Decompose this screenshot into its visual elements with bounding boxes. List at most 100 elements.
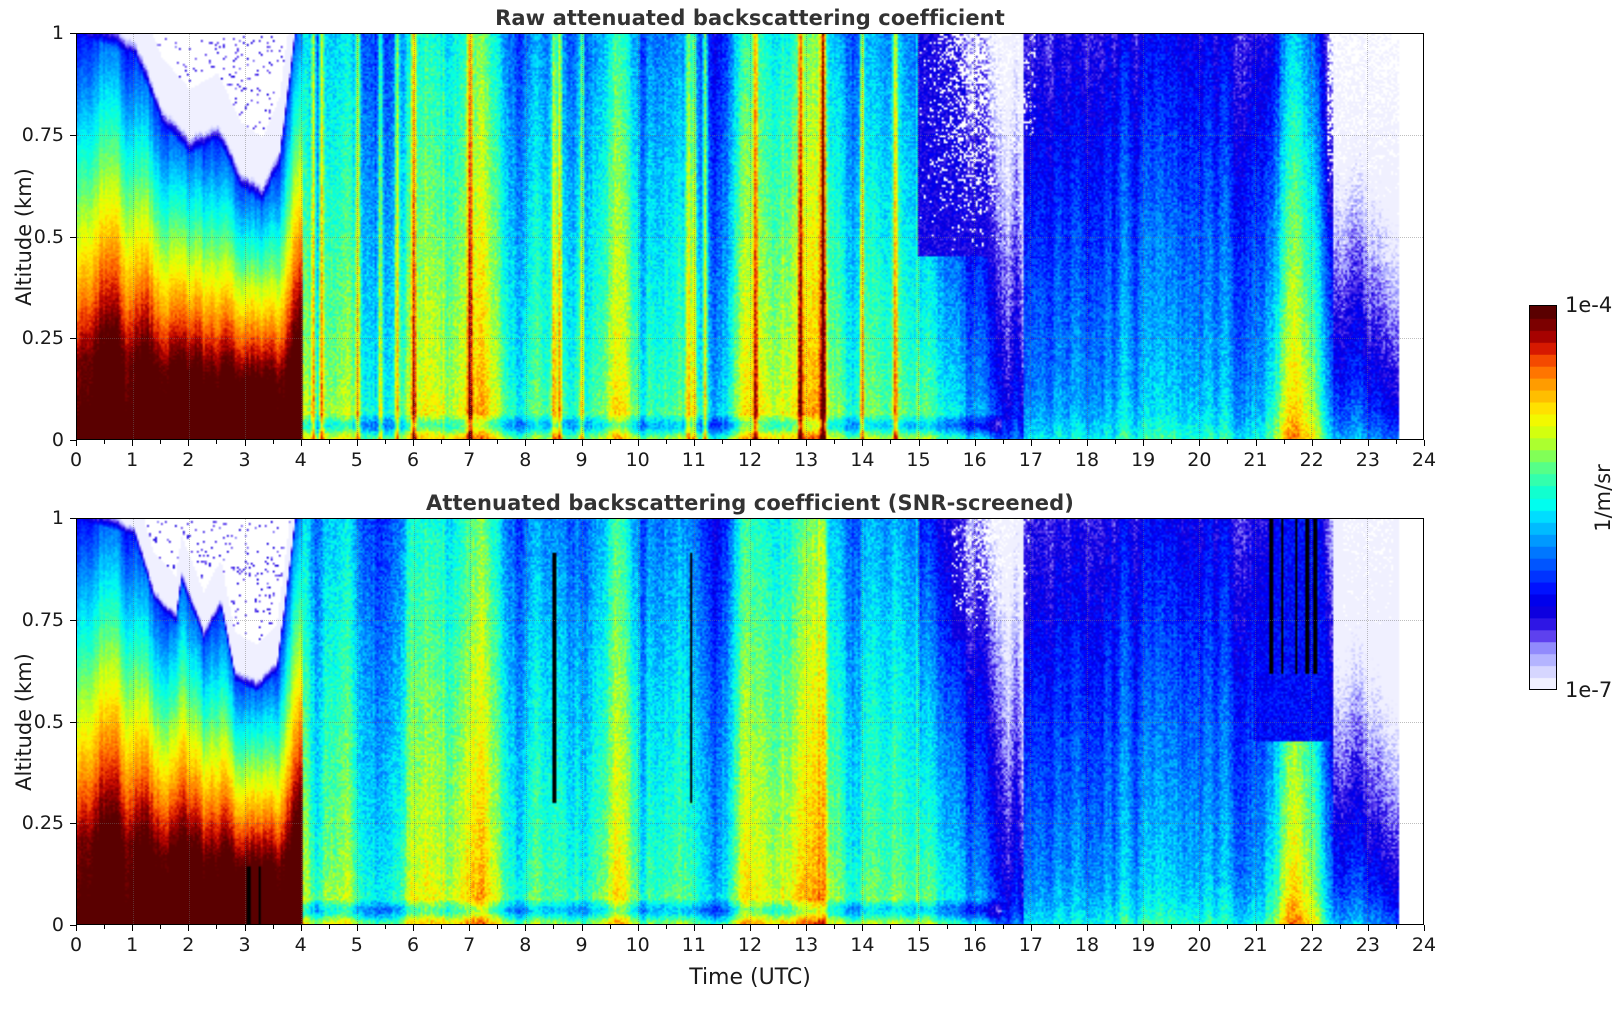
x-minor-tick-screened <box>1311 925 1313 929</box>
x-minor-tick-raw <box>1395 440 1397 444</box>
x-minor-tick-raw <box>328 440 330 444</box>
x-minor-tick-screened <box>244 925 246 929</box>
x-ticklabel-screened-15: 15 <box>906 934 931 956</box>
x-tick-screened-24 <box>1424 925 1425 931</box>
x-minor-tick-raw <box>1002 440 1004 444</box>
x-tick-screened-0 <box>76 925 77 931</box>
x-minor-tick-raw <box>384 440 386 444</box>
x-ticklabel-raw-21: 21 <box>1243 449 1268 471</box>
x-ticklabel-raw-11: 11 <box>681 449 706 471</box>
x-minor-tick-raw <box>1143 440 1145 444</box>
x-minor-tick-raw <box>1199 440 1201 444</box>
x-ticklabel-raw-23: 23 <box>1355 449 1380 471</box>
x-minor-tick-raw <box>946 440 948 444</box>
x-minor-tick-screened <box>581 925 583 929</box>
panel-title-screened: Attenuated backscattering coefficient (S… <box>426 491 1074 515</box>
x-minor-tick-screened <box>834 925 836 929</box>
x-tick-raw-24 <box>1424 440 1425 446</box>
x-minor-tick-screened <box>132 925 134 929</box>
x-minor-tick-raw <box>721 440 723 444</box>
y-ticklabel-raw-4: 1 <box>51 22 64 44</box>
x-minor-tick-screened <box>216 925 218 929</box>
x-minor-tick-raw <box>469 440 471 444</box>
x-ticklabel-screened-3: 3 <box>238 934 251 956</box>
y-ticklabel-raw-0: 0 <box>51 429 64 451</box>
x-minor-tick-screened <box>1030 925 1032 929</box>
x-minor-tick-raw <box>1227 440 1229 444</box>
y-axis-label-screened: Altitude (km) <box>12 652 36 791</box>
x-minor-tick-raw <box>778 440 780 444</box>
y-tick-raw-3 <box>70 134 76 136</box>
heatmap-axes-screened[interactable] <box>76 518 1424 925</box>
x-ticklabel-screened-19: 19 <box>1131 934 1156 956</box>
x-minor-tick-screened <box>806 925 808 929</box>
x-minor-tick-raw <box>806 440 808 444</box>
x-minor-tick-screened <box>188 925 190 929</box>
x-minor-tick-raw <box>188 440 190 444</box>
x-minor-tick-screened <box>1199 925 1201 929</box>
x-ticklabel-raw-19: 19 <box>1131 449 1156 471</box>
y-tick-raw-1 <box>70 338 76 340</box>
x-ticklabel-raw-22: 22 <box>1299 449 1324 471</box>
x-minor-tick-raw <box>1115 440 1117 444</box>
x-ticklabel-raw-18: 18 <box>1074 449 1100 471</box>
x-ticklabel-raw-8: 8 <box>519 449 532 471</box>
x-ticklabel-screened-11: 11 <box>681 934 706 956</box>
x-ticklabel-raw-3: 3 <box>238 449 251 471</box>
x-minor-tick-raw <box>693 440 695 444</box>
x-minor-tick-raw <box>1030 440 1032 444</box>
x-ticklabel-raw-5: 5 <box>350 449 363 471</box>
x-minor-tick-raw <box>1087 440 1088 444</box>
x-ticklabel-screened-16: 16 <box>962 934 987 956</box>
x-minor-tick-screened <box>1171 925 1173 929</box>
x-minor-tick-raw <box>1367 440 1369 444</box>
x-minor-tick-screened <box>1087 925 1088 929</box>
x-ticklabel-raw-13: 13 <box>794 449 819 471</box>
x-minor-tick-screened <box>665 925 667 929</box>
x-minor-tick-screened <box>413 925 414 929</box>
x-ticklabel-raw-1: 1 <box>126 449 139 471</box>
x-minor-tick-raw <box>862 440 864 444</box>
x-ticklabel-screened-5: 5 <box>350 934 363 956</box>
x-minor-tick-screened <box>1367 925 1369 929</box>
x-ticklabel-screened-24: 24 <box>1411 934 1437 956</box>
x-ticklabel-screened-4: 4 <box>294 934 307 956</box>
x-minor-tick-screened <box>721 925 723 929</box>
x-ticklabel-raw-17: 17 <box>1018 449 1043 471</box>
x-minor-tick-raw <box>665 440 667 444</box>
x-minor-tick-screened <box>1143 925 1145 929</box>
x-minor-tick-raw <box>553 440 555 444</box>
x-ticklabel-screened-8: 8 <box>519 934 532 956</box>
x-minor-tick-raw <box>272 440 274 444</box>
y-axis-label-raw: Altitude (km) <box>12 167 36 306</box>
x-ticklabel-raw-15: 15 <box>906 449 931 471</box>
x-minor-tick-raw <box>750 440 751 444</box>
x-minor-tick-screened <box>890 925 892 929</box>
x-ticklabel-screened-7: 7 <box>463 934 476 956</box>
colorbar[interactable]: 1e-4 1e-7 <box>1529 293 1612 702</box>
y-ticklabel-raw-1: 0.25 <box>21 327 64 350</box>
y-tick-raw-4 <box>70 33 76 34</box>
x-minor-tick-raw <box>525 440 527 444</box>
y-ticklabel-screened-2: 0.5 <box>33 710 64 733</box>
y-ticklabel-screened-1: 0.25 <box>21 812 64 835</box>
x-minor-tick-screened <box>750 925 751 929</box>
x-minor-tick-raw <box>413 440 414 444</box>
x-minor-tick-raw <box>497 440 499 444</box>
x-minor-tick-raw <box>441 440 443 444</box>
x-ticklabel-raw-10: 10 <box>625 449 650 471</box>
x-minor-tick-screened <box>946 925 948 929</box>
x-ticklabel-screened-14: 14 <box>850 934 875 956</box>
x-minor-tick-raw <box>918 440 920 444</box>
x-tick-raw-0 <box>76 440 77 446</box>
x-minor-tick-screened <box>1058 925 1060 929</box>
x-minor-tick-screened <box>1283 925 1285 929</box>
x-ticklabel-raw-0: 0 <box>69 449 83 471</box>
heatmap-axes-raw[interactable] <box>76 33 1424 440</box>
x-minor-tick-screened <box>1115 925 1117 929</box>
y-ticklabel-raw-2: 0.5 <box>33 225 64 248</box>
x-minor-tick-raw <box>974 440 976 444</box>
x-minor-tick-raw <box>581 440 583 444</box>
x-minor-tick-raw <box>104 440 106 444</box>
